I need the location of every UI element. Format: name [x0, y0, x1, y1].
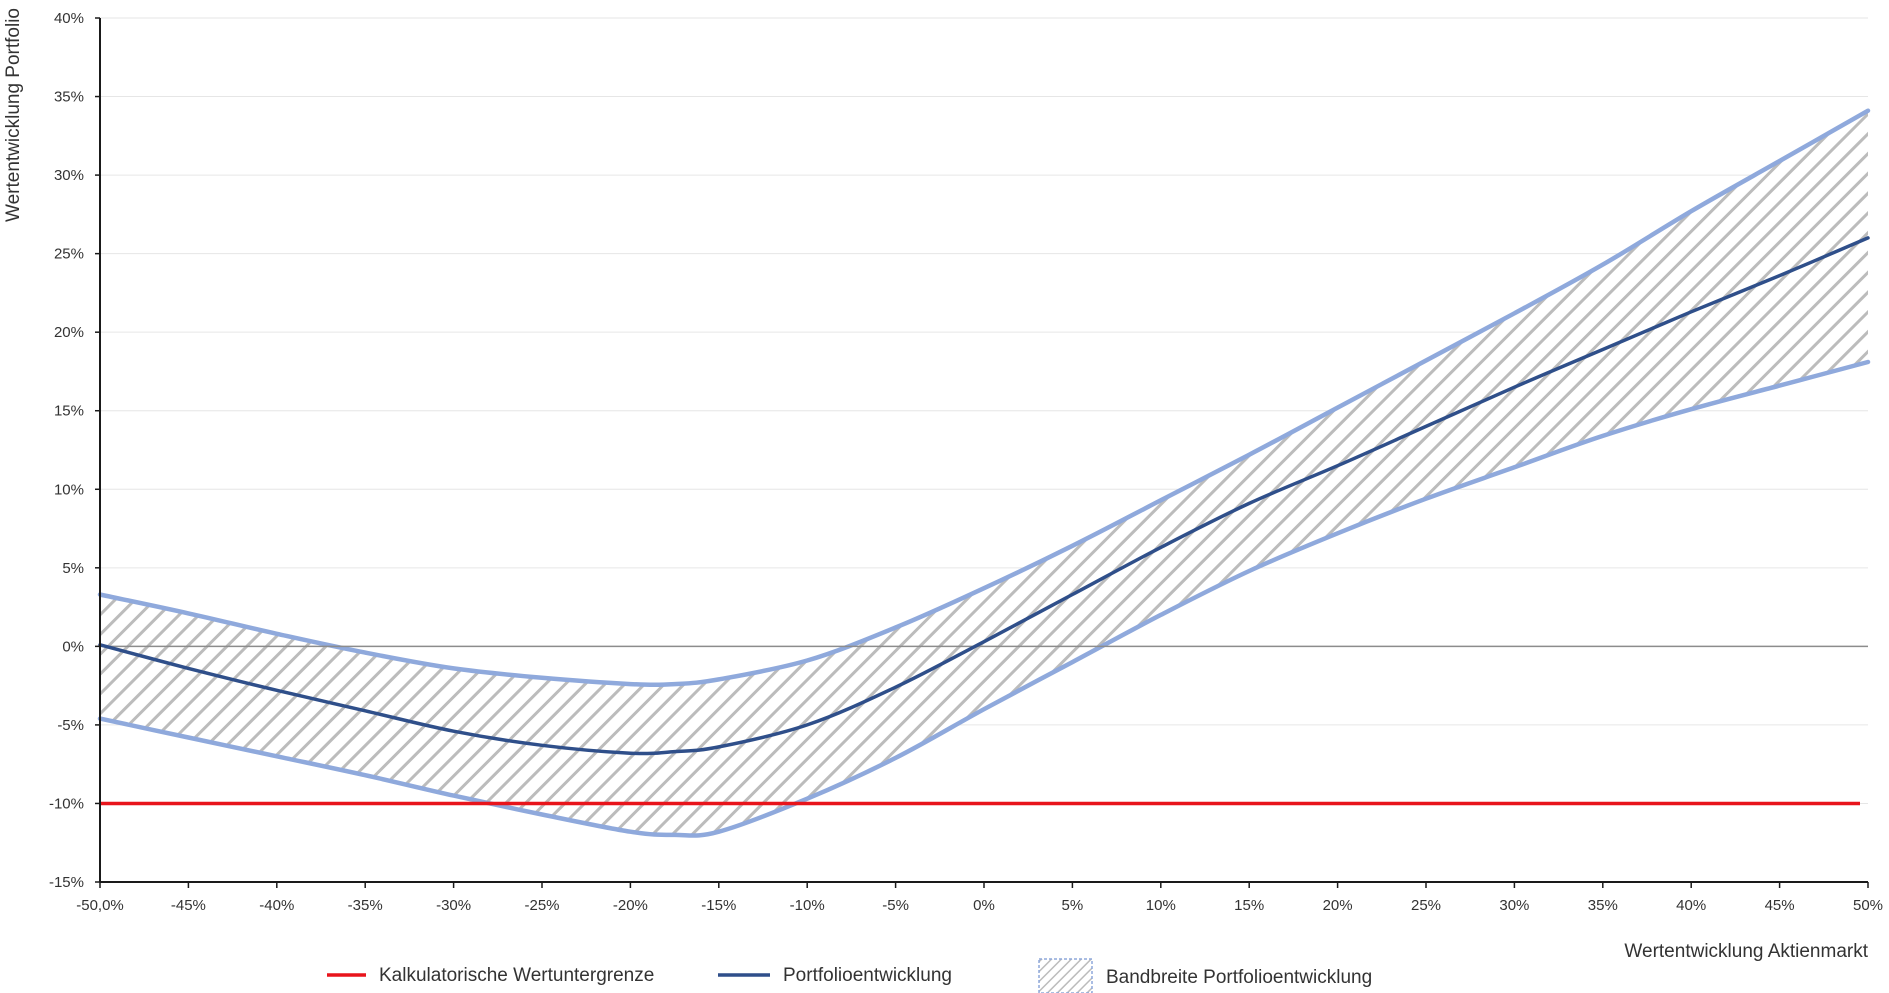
- y-tick-label: 40%: [54, 10, 84, 27]
- band-lower-line: [97, 359, 1871, 838]
- band-upper-line: [97, 108, 1871, 688]
- x-tick-label: -40%: [259, 897, 294, 914]
- x-tick-label: 15%: [1234, 897, 1264, 914]
- legend-label-portfolio: Portfolioentwicklung: [783, 965, 952, 986]
- y-tick-label: 30%: [54, 167, 84, 184]
- x-tick-label: 30%: [1499, 897, 1529, 914]
- legend-label-bandbreite: Bandbreite Portfolioentwicklung: [1106, 967, 1372, 988]
- x-tick-label: -45%: [171, 897, 206, 914]
- band-area: [97, 108, 1871, 838]
- y-tick-label: 0%: [62, 638, 84, 655]
- y-axis-title: Wertentwicklung Portfolio: [3, 8, 24, 222]
- y-tick-label: 20%: [54, 324, 84, 341]
- y-tick-label: 5%: [62, 560, 84, 577]
- y-tick-label: -10%: [49, 795, 84, 812]
- x-tick-label: -10%: [790, 897, 825, 914]
- y-tick-label: 35%: [54, 89, 84, 106]
- x-tick-label: 10%: [1146, 897, 1176, 914]
- x-tick-label: 50%: [1853, 897, 1883, 914]
- x-tick-label: 25%: [1411, 897, 1441, 914]
- x-tick-label: -30%: [436, 897, 471, 914]
- portfolio-line: [98, 236, 1870, 756]
- legend-swatch-bandbreite: [1038, 958, 1093, 993]
- x-tick-label: 20%: [1323, 897, 1353, 914]
- x-axis-ticks: -50,0% -45% -40% -35% -30% -25% -20% -15% -10% -5…: [76, 882, 1883, 914]
- band-fill: [100, 110, 1868, 836]
- y-tick-label: -5%: [57, 717, 84, 734]
- x-tick-label: -35%: [348, 897, 383, 914]
- x-tick-label: 5%: [1062, 897, 1084, 914]
- y-tick-label: 10%: [54, 481, 84, 498]
- x-axis-title: Wertentwicklung Aktienmarkt: [1624, 941, 1868, 962]
- x-tick-label: -5%: [882, 897, 909, 914]
- x-tick-label: -20%: [613, 897, 648, 914]
- y-tick-label: 15%: [54, 403, 84, 420]
- legend-label-wertuntergrenze: Kalkulatorische Wertuntergrenze: [379, 965, 654, 986]
- x-tick-label: 35%: [1588, 897, 1618, 914]
- series-lines: [98, 236, 1870, 806]
- y-tick-label: 25%: [54, 246, 84, 263]
- x-tick-label: 45%: [1765, 897, 1795, 914]
- x-tick-label: -15%: [701, 897, 736, 914]
- legend: Kalkulatorische Wertuntergrenze Portfolio…: [327, 958, 1372, 993]
- x-tick-label: -50,0%: [76, 897, 124, 914]
- x-tick-label: 0%: [973, 897, 995, 914]
- y-tick-label: -15%: [49, 874, 84, 891]
- x-tick-label: -25%: [524, 897, 559, 914]
- x-tick-label: 40%: [1676, 897, 1706, 914]
- y-axis-ticks: -15% -10% -5% 0% 5% 10% 15% 20% 25% 30% 35% 40%: [49, 10, 100, 891]
